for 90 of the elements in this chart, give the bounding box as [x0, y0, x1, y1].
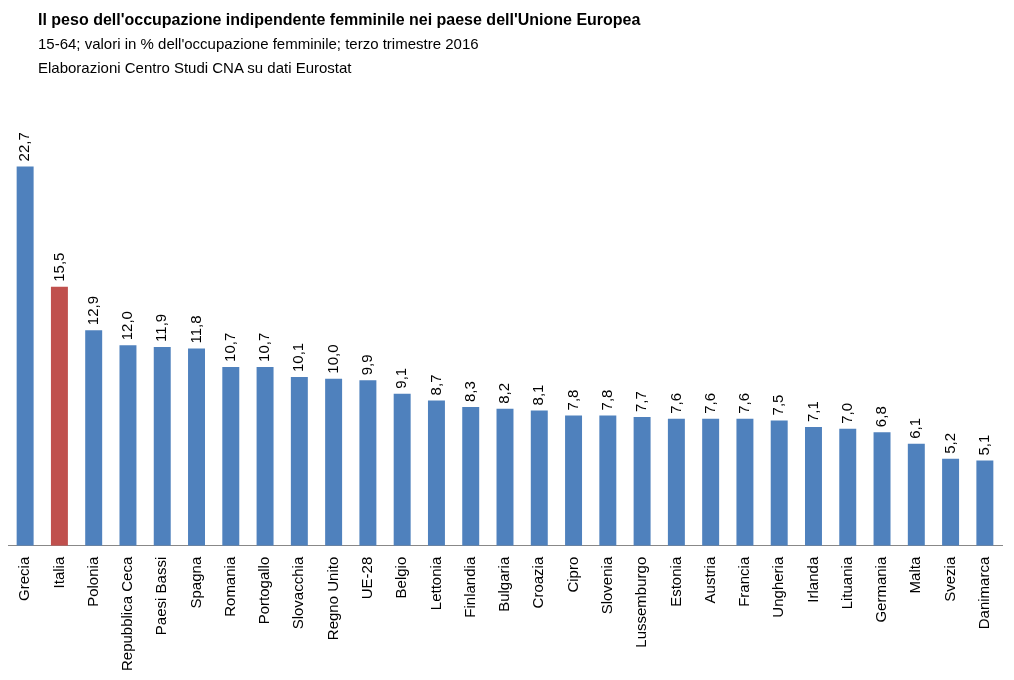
x-tick-label: Belgio	[392, 556, 410, 599]
bar	[256, 366, 274, 546]
bar	[85, 330, 103, 546]
x-tick-label: Polonia	[83, 556, 101, 607]
bar	[393, 393, 411, 546]
data-label: 12,0	[118, 311, 136, 341]
bar	[633, 417, 651, 546]
data-label: 5,1	[975, 434, 992, 456]
data-label: 7,6	[700, 392, 718, 414]
data-label: 11,9	[152, 313, 170, 342]
bar	[427, 400, 445, 546]
x-tick-label: Irlanda	[803, 556, 821, 603]
bar	[667, 418, 685, 546]
bar	[805, 427, 822, 546]
x-tick-label: Romania	[220, 556, 238, 617]
x-tick-label: Germania	[872, 556, 890, 623]
bar	[50, 286, 68, 546]
bar	[153, 346, 171, 546]
bar	[119, 345, 137, 546]
x-tick-label: Svezia	[940, 556, 958, 602]
bar	[462, 407, 480, 546]
data-label: 8,3	[460, 381, 478, 403]
bar	[976, 460, 994, 546]
x-tick-label: Slovenia	[597, 556, 615, 615]
bar	[496, 408, 514, 546]
bar	[530, 410, 548, 546]
data-label: 10,0	[323, 344, 341, 374]
text: Elaborazioni Centro Studi CNA su dati Eurostat	[38, 58, 353, 78]
x-tick-label: Austria	[700, 556, 718, 604]
x-tick-label: Grecia	[15, 556, 33, 601]
bar	[565, 415, 583, 546]
bar	[702, 418, 720, 546]
bar	[16, 166, 34, 546]
data-label: 10,7	[255, 332, 273, 362]
data-label: 7,5	[769, 394, 787, 416]
data-label: 7,6	[735, 392, 753, 414]
x-tick-label: Spagna	[186, 556, 204, 609]
data-label: 10,1	[289, 342, 307, 372]
x-tick-label: Lussemburgo	[632, 556, 650, 648]
data-label: 5,2	[940, 433, 958, 454]
bar	[599, 415, 617, 546]
bar	[325, 378, 343, 546]
x-tick-label: Cipro	[563, 556, 581, 593]
x-tick-label: Bulgaria	[495, 556, 513, 612]
data-label: 22,7	[15, 132, 33, 162]
bar	[770, 420, 788, 546]
x-tick-label: Portogallo	[255, 556, 273, 625]
data-label: 9,1	[392, 367, 410, 389]
bar	[839, 428, 857, 546]
x-tick-label: Croazia	[529, 556, 547, 609]
data-label: 10,7	[220, 332, 238, 362]
bar	[359, 380, 377, 546]
bar	[188, 348, 205, 546]
x-tick-label: Francia	[735, 556, 753, 607]
x-tick-label: Danimarca	[975, 556, 992, 630]
x-tick-label: Ungheria	[769, 556, 787, 618]
x-tick-label: Regno Unito	[323, 556, 341, 641]
data-label: 7,8	[563, 389, 581, 411]
x-tick-label: Lettonia	[426, 556, 444, 611]
data-label: 7,0	[837, 402, 855, 424]
bar	[907, 443, 925, 546]
bar	[873, 432, 891, 546]
data-label: 6,8	[872, 406, 890, 428]
bar	[942, 458, 960, 546]
data-label: 7,1	[803, 401, 821, 423]
x-tick-label: Lituania	[837, 556, 855, 610]
x-tick-label: Paesi Bassi	[152, 556, 170, 636]
x-tick-label: Finlandia	[460, 556, 478, 618]
data-label: 7,6	[666, 392, 684, 414]
data-label: 8,1	[529, 384, 547, 406]
data-label: 7,7	[632, 391, 650, 413]
x-tick-label: Malta	[906, 556, 924, 594]
data-label: 8,2	[495, 382, 513, 404]
x-tick-label: Estonia	[666, 556, 684, 607]
data-label: 9,9	[358, 354, 376, 376]
x-tick-label: Italia	[49, 556, 67, 589]
data-label: 15,5	[49, 252, 67, 282]
data-label: 7,8	[597, 389, 615, 411]
data-label: 8,7	[426, 374, 444, 396]
bar	[222, 366, 240, 546]
data-label: 11,8	[186, 315, 204, 344]
bar	[290, 376, 308, 546]
x-tick-label: Repubblica Ceca	[118, 556, 136, 672]
data-label: 12,9	[83, 295, 101, 326]
bar	[736, 418, 754, 546]
chart-title: Il peso dell'occupazione indipendente femminile nei paese dell'Unione Europea	[38, 10, 641, 30]
chart-subtitle: 15-64; valori in % dell'occupazione femminile; terzo trimestre 2016	[38, 34, 480, 54]
x-tick-label: UE-28	[358, 556, 376, 600]
data-label: 6,1	[906, 417, 924, 439]
x-tick-label: Slovacchia	[289, 556, 307, 630]
